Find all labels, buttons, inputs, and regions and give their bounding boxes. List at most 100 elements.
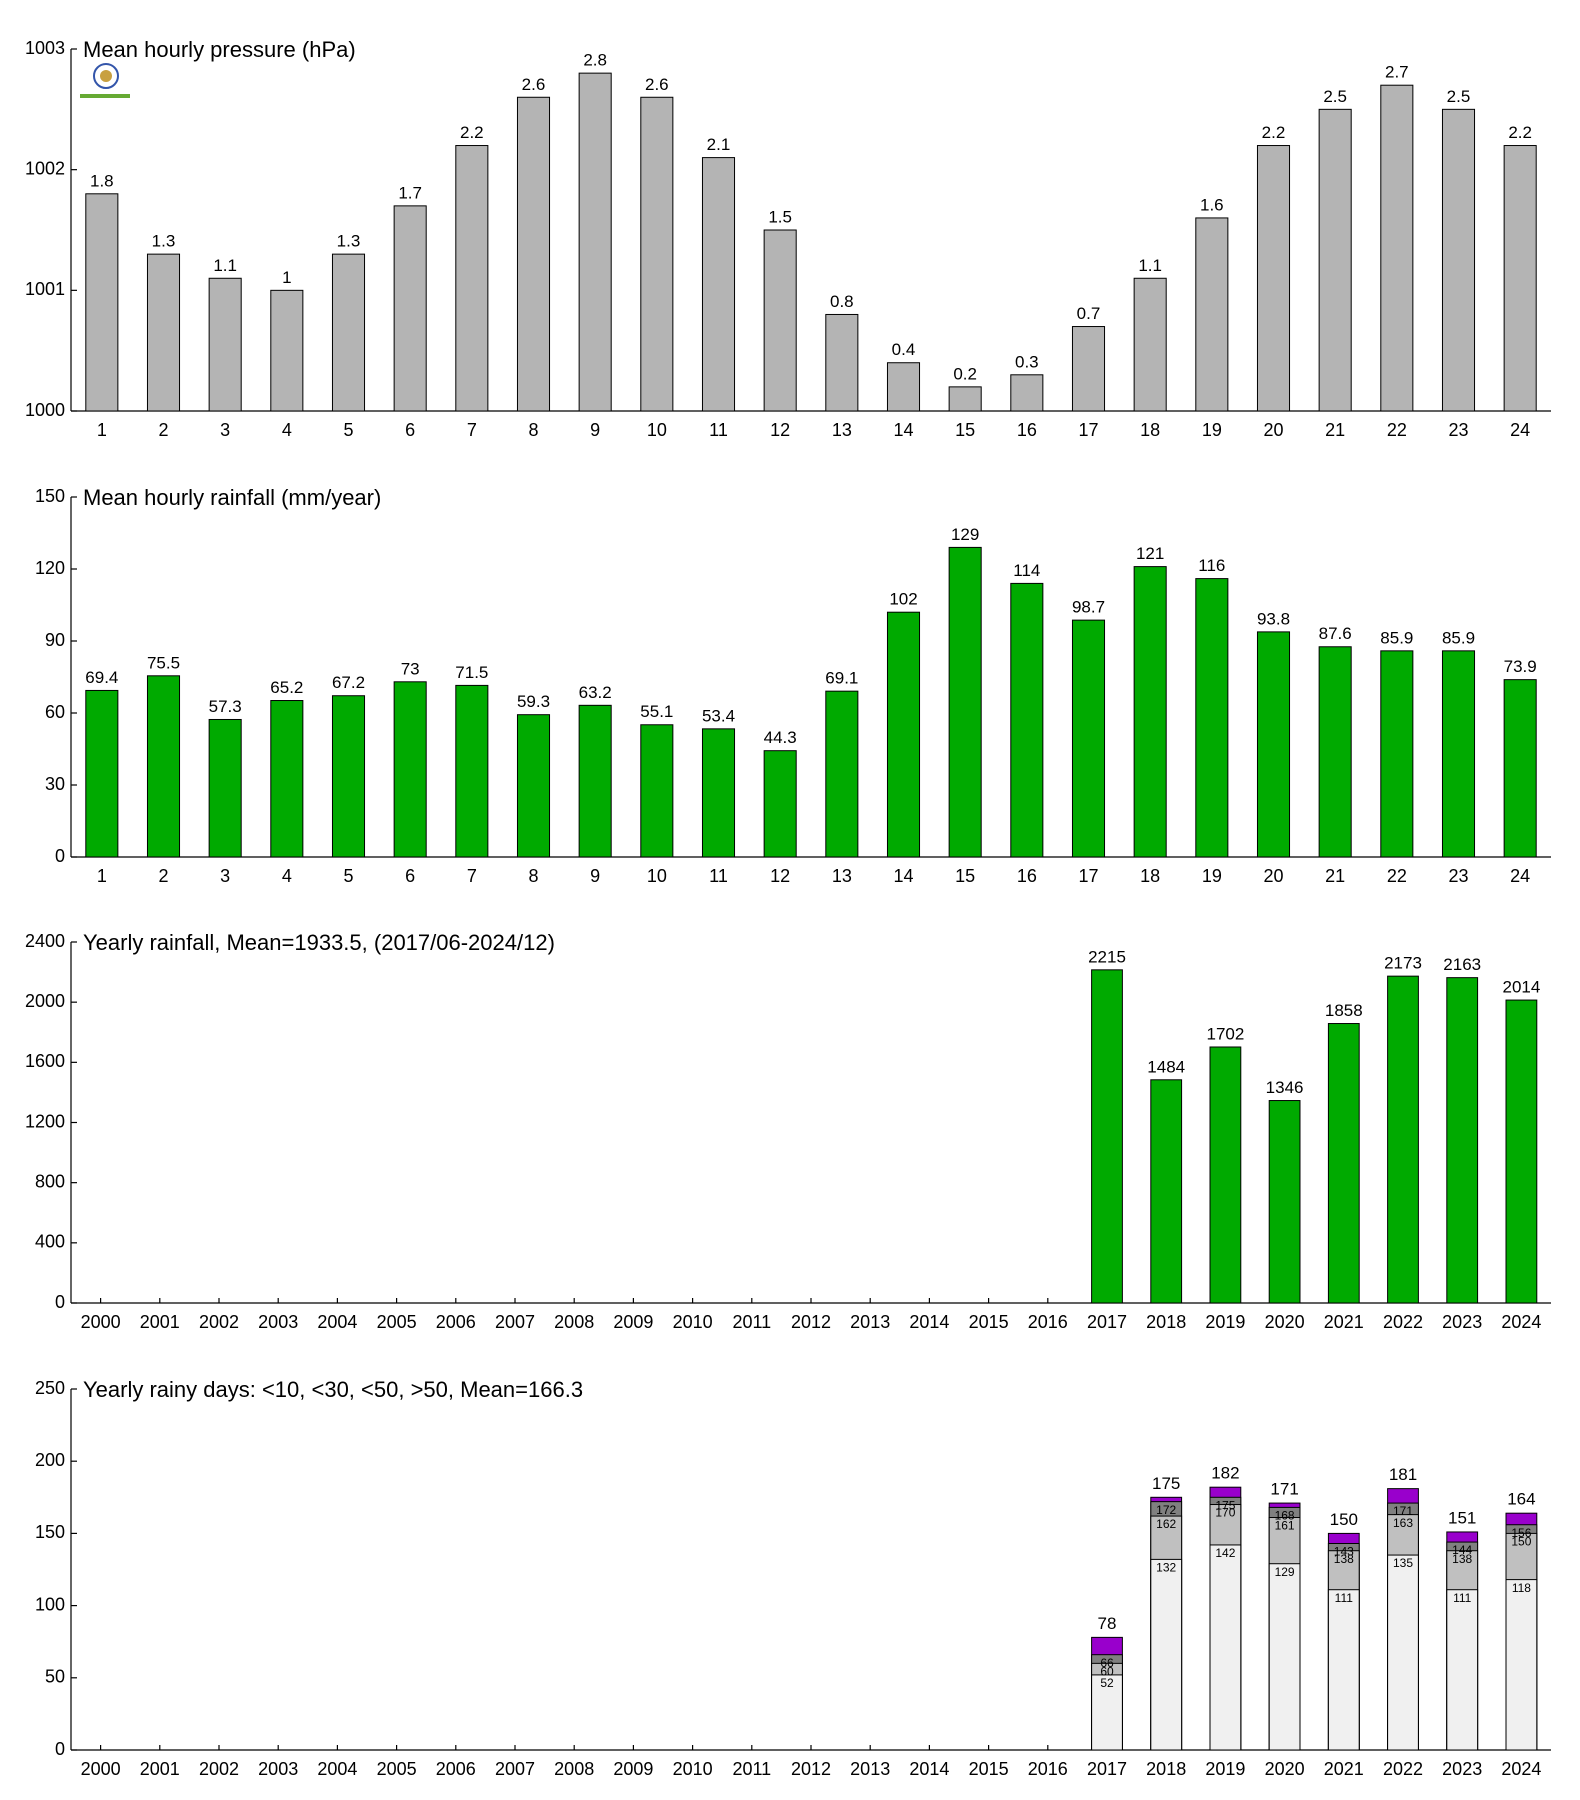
bar xyxy=(1133,566,1167,858)
bar xyxy=(640,96,674,412)
bar xyxy=(1441,108,1476,412)
x-tick-label: 2017 xyxy=(1087,1759,1127,1779)
value-label: 2.5 xyxy=(1447,87,1471,106)
x-tick-label: 2024 xyxy=(1501,1312,1541,1332)
y-tick-label: 1000 xyxy=(25,400,65,420)
value-label: 66 xyxy=(1100,1656,1114,1670)
value-label: 143 xyxy=(1334,1545,1354,1559)
bar xyxy=(886,611,921,858)
value-label: 142 xyxy=(1215,1546,1235,1560)
x-tick-label: 2002 xyxy=(199,1312,239,1332)
x-tick-label: 2019 xyxy=(1205,1759,1245,1779)
value-label: 1 xyxy=(282,268,291,287)
x-tick-label: 17 xyxy=(1078,420,1098,440)
bar xyxy=(1256,631,1291,858)
bar xyxy=(1133,277,1167,412)
value-label: 161 xyxy=(1275,1519,1295,1533)
value-label: 150 xyxy=(1511,1535,1531,1549)
bar xyxy=(948,546,982,858)
value-label: 73.9 xyxy=(1504,657,1537,676)
x-tick-label: 6 xyxy=(405,866,415,886)
value-label: 164 xyxy=(1507,1490,1535,1509)
bar xyxy=(1091,969,1123,1304)
value-label: 138 xyxy=(1452,1552,1472,1566)
bar xyxy=(1209,1544,1242,1751)
y-tick-label: 150 xyxy=(35,1522,65,1542)
value-label: 1346 xyxy=(1266,1078,1304,1097)
x-tick-label: 12 xyxy=(770,866,790,886)
x-tick-label: 2018 xyxy=(1146,1759,1186,1779)
x-tick-label: 2023 xyxy=(1442,1759,1482,1779)
bar xyxy=(763,229,797,412)
value-label: 1.7 xyxy=(398,183,422,202)
y-tick-label: 0 xyxy=(55,1739,65,1759)
x-tick-label: 2022 xyxy=(1383,1759,1423,1779)
bar xyxy=(1380,650,1414,858)
value-label: 168 xyxy=(1275,1509,1295,1523)
value-label: 162 xyxy=(1156,1517,1176,1531)
x-tick-label: 2021 xyxy=(1324,1312,1364,1332)
y-tick-label: 800 xyxy=(35,1171,65,1191)
value-label: 0.4 xyxy=(892,340,916,359)
x-tick-label: 15 xyxy=(955,866,975,886)
value-label: 59.3 xyxy=(517,692,550,711)
x-tick-label: 2014 xyxy=(909,1312,949,1332)
y-tick-label: 2400 xyxy=(25,931,65,951)
x-tick-label: 7 xyxy=(467,866,477,886)
x-tick-label: 2021 xyxy=(1324,1759,1364,1779)
value-label: 1.1 xyxy=(213,256,237,275)
value-label: 144 xyxy=(1452,1543,1472,1557)
value-label: 71.5 xyxy=(455,663,488,682)
bar xyxy=(1256,145,1291,412)
x-tick-label: 2012 xyxy=(791,1759,831,1779)
x-tick-label: 2015 xyxy=(969,1759,1009,1779)
value-label: 2163 xyxy=(1443,955,1481,974)
value-label: 63.2 xyxy=(579,683,612,702)
x-tick-label: 21 xyxy=(1325,420,1345,440)
x-tick-label: 2023 xyxy=(1442,1312,1482,1332)
value-label: 175 xyxy=(1215,1498,1235,1512)
value-label: 116 xyxy=(1198,556,1225,575)
value-label: 69.4 xyxy=(85,668,118,687)
value-label: 73 xyxy=(401,659,420,678)
bar xyxy=(1010,582,1044,858)
value-label: 53.4 xyxy=(702,706,735,725)
x-tick-label: 22 xyxy=(1387,420,1407,440)
y-tick-label: 200 xyxy=(35,1450,65,1470)
x-tick-label: 17 xyxy=(1078,866,1098,886)
chart-title: Yearly rainfall, Mean=1933.5, (2017/06-2… xyxy=(83,930,555,955)
value-label: 0.3 xyxy=(1015,352,1039,371)
value-label: 1.3 xyxy=(152,232,176,251)
value-label: 170 xyxy=(1215,1506,1235,1520)
bar xyxy=(146,253,181,412)
value-label: 57.3 xyxy=(209,697,242,716)
bar xyxy=(331,695,366,858)
x-tick-label: 10 xyxy=(647,866,667,886)
x-tick-label: 2008 xyxy=(554,1759,594,1779)
x-tick-label: 2012 xyxy=(791,1312,831,1332)
value-label: 2215 xyxy=(1088,947,1126,966)
value-label: 1.3 xyxy=(337,232,361,251)
bar xyxy=(516,714,551,858)
x-tick-label: 15 xyxy=(955,420,975,440)
x-tick-label: 2020 xyxy=(1265,1312,1305,1332)
value-label: 55.1 xyxy=(640,702,673,721)
x-tick-label: 2011 xyxy=(732,1312,771,1332)
x-tick-label: 9 xyxy=(590,420,600,440)
y-tick-label: 400 xyxy=(35,1232,65,1252)
value-label: 182 xyxy=(1211,1464,1239,1483)
x-tick-label: 2020 xyxy=(1265,1759,1305,1779)
x-tick-label: 2008 xyxy=(554,1312,594,1332)
x-tick-label: 11 xyxy=(709,866,728,886)
x-tick-label: 13 xyxy=(832,420,852,440)
x-tick-label: 7 xyxy=(467,420,477,440)
x-tick-label: 22 xyxy=(1387,866,1407,886)
bar xyxy=(701,728,736,858)
x-tick-label: 16 xyxy=(1017,420,1037,440)
bar xyxy=(270,289,304,412)
x-tick-label: 23 xyxy=(1448,866,1468,886)
y-tick-label: 1600 xyxy=(25,1051,65,1071)
bar xyxy=(1209,1046,1242,1304)
x-tick-label: 19 xyxy=(1202,866,1222,886)
x-tick-label: 8 xyxy=(528,866,538,886)
